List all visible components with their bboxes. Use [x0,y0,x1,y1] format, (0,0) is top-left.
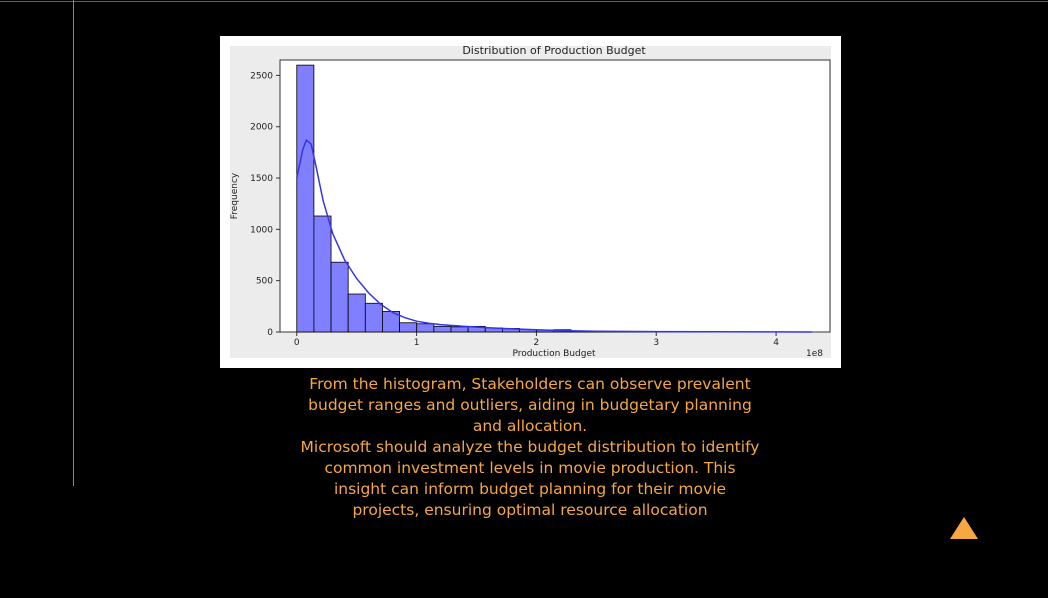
y-tick-label: 0 [267,328,273,338]
x-tick-label: 3 [653,338,659,348]
y-tick-label: 1500 [250,174,273,184]
caption-paragraph-1: From the histogram, Stakeholders can obs… [308,375,752,435]
y-ticks: 0 500 1000 1500 2000 2500 [250,71,280,338]
histogram-bar [364,302,383,333]
histogram-bar [450,326,469,333]
histogram-chart: Distribution of Production Budget Produc… [220,36,841,368]
plot-area [279,59,831,333]
x-tick-label: 2 [534,338,540,348]
histogram-bar [347,293,366,333]
triangle-up-icon [950,517,978,539]
histogram-svg: Distribution of Production Budget Produc… [230,44,831,359]
histogram-bar [313,215,332,333]
histogram-bar [330,261,349,333]
y-tick-label: 500 [256,277,273,287]
y-tick-label: 2000 [250,123,273,133]
histogram-bars [296,64,812,333]
y-tick-label: 2500 [250,71,273,81]
chart-title: Distribution of Production Budget [462,44,646,57]
x-tick-label: 4 [773,338,779,348]
x-tick-label: 1 [414,338,420,348]
kde-curve [296,138,813,333]
x-ticks: 0 1 2 3 4 [294,332,779,348]
x-axis-label: Production Budget [512,349,596,359]
x-offset-label: 1e8 [806,349,823,359]
histogram-bar [416,323,435,333]
histogram-bar [433,325,452,333]
y-tick-label: 1000 [250,225,273,235]
top-divider [0,1,1048,2]
x-tick-label: 0 [294,338,300,348]
histogram-bar [399,322,418,333]
scroll-to-top-button[interactable] [949,516,979,540]
insight-caption: From the histogram, Stakeholders can obs… [300,374,760,521]
histogram-bar [296,64,315,333]
caption-paragraph-2: Microsoft should analyze the budget dist… [300,438,760,519]
y-axis-label: Frequency [230,172,240,219]
left-divider [73,0,74,486]
